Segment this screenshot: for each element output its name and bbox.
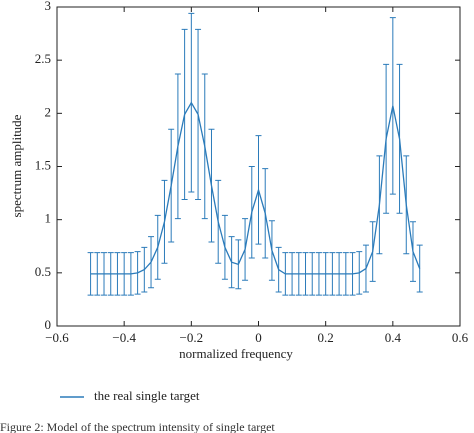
series-line [90,101,421,275]
y-axis-label: spectrum amplitude [9,114,24,217]
y-tick-label: 2 [45,104,52,119]
y-tick-label: 1 [45,211,52,226]
x-tick-label: −0.2 [180,330,204,345]
y-tick-label: 1.5 [35,157,51,172]
y-tick-label: 2.5 [35,51,51,66]
x-axis-label: normalized frequency [179,346,293,361]
x-tick-label: 0.4 [385,330,402,345]
y-tick-label: 3 [45,0,52,13]
error-bar [87,252,94,296]
x-tick-label: −0.4 [112,330,136,345]
x-tick-label: 0.6 [452,330,469,345]
caption: Figure 2: Model of the spectrum intensit… [0,420,275,433]
x-tick-label: 0.2 [318,330,334,345]
plot-frame [56,6,461,327]
x-tick-label: 0 [255,330,262,345]
legend-label: the real single target [94,388,200,403]
x-tick-label: −0.6 [45,330,69,345]
y-tick-label: 0.5 [35,264,51,279]
y-tick-label: 0 [45,317,52,332]
